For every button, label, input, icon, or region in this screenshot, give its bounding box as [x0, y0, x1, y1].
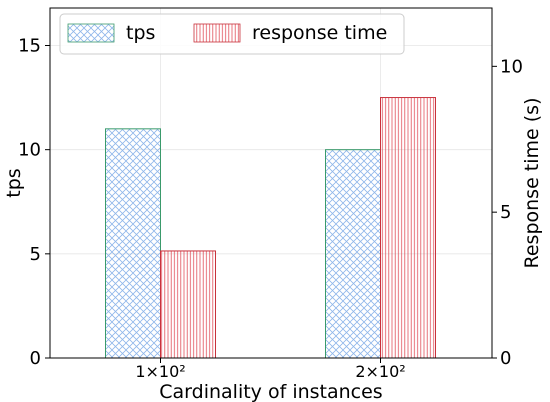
legend-swatch-tps — [67, 23, 115, 43]
legend-label-tps: tps — [126, 22, 155, 44]
legend-swatch-response-time — [193, 23, 241, 43]
right-axis: 0 5 10 — [492, 56, 523, 369]
left-tick-label: 0 — [30, 348, 41, 369]
bar-response-time-2 — [380, 97, 436, 359]
left-tick-label: 15 — [18, 36, 41, 57]
x-axis-title: Cardinality of instances — [159, 381, 382, 402]
left-axis-title: tps — [3, 168, 25, 197]
right-axis-title: Response time (s) — [521, 98, 543, 269]
left-axis: 0 5 10 15 — [18, 36, 50, 369]
x-axis: 1×10² 2×10² — [135, 358, 406, 381]
legend-label-response-time: response time — [252, 22, 387, 44]
left-tick-label: 5 — [30, 244, 41, 265]
right-tick-label: 0 — [500, 348, 511, 369]
plot-frame — [49, 7, 493, 359]
bar-tps-1 — [105, 128, 161, 359]
bar-response-time-1 — [160, 250, 216, 359]
bar-tps-2 — [325, 149, 381, 359]
bars-group — [105, 97, 436, 359]
right-tick-label: 10 — [500, 56, 523, 77]
x-tick-label: 1×10² — [135, 362, 185, 381]
legend: tps response time — [59, 13, 405, 55]
x-tick-label: 2×10² — [355, 362, 405, 381]
right-tick-label: 5 — [500, 202, 511, 223]
left-tick-label: 10 — [18, 140, 41, 161]
